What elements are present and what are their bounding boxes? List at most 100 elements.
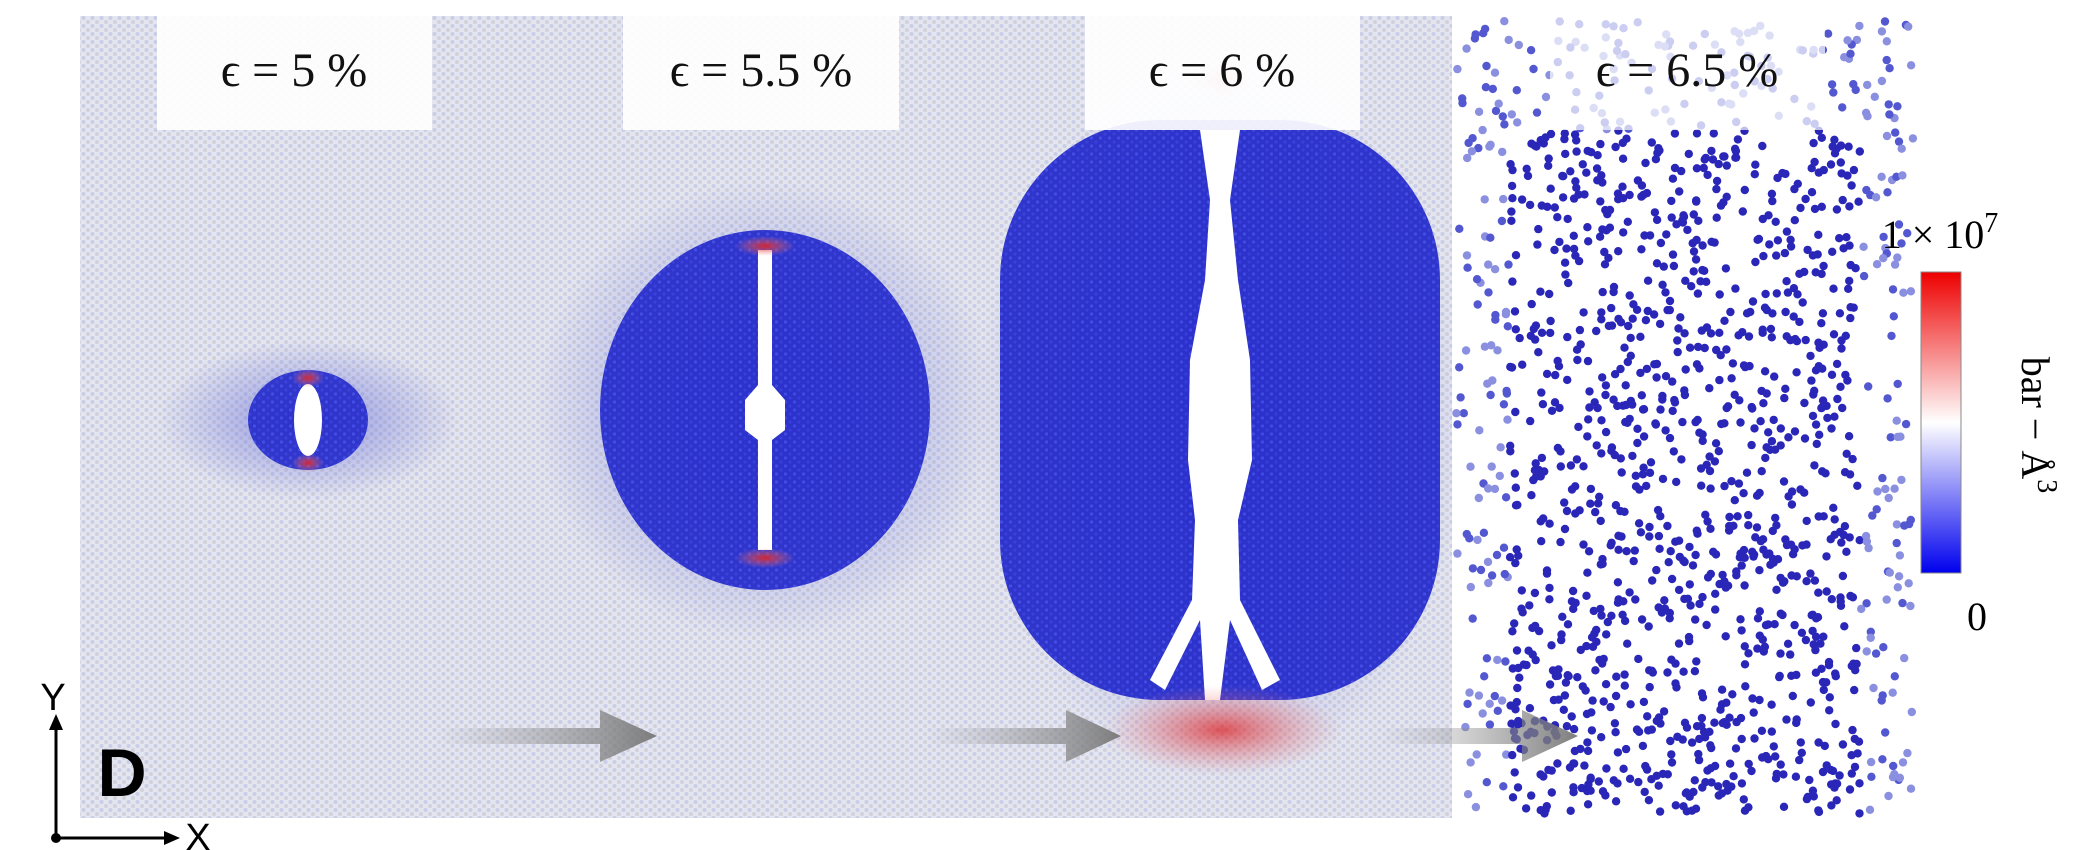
atom [1839, 740, 1847, 748]
atom [1689, 561, 1697, 569]
atom [1526, 704, 1534, 712]
atom [1842, 548, 1850, 556]
atom [1646, 231, 1654, 239]
atom [1680, 595, 1688, 603]
atom [1488, 462, 1496, 470]
atom [1484, 484, 1492, 492]
atom [1761, 304, 1769, 312]
atom [1720, 718, 1728, 726]
atom [1584, 357, 1592, 365]
atom [1577, 340, 1585, 348]
atom [1613, 402, 1621, 410]
atom [1499, 782, 1507, 790]
atom [1692, 255, 1700, 263]
atom [1726, 308, 1734, 316]
atom [1830, 531, 1838, 539]
atom [1690, 267, 1698, 275]
atom [1849, 593, 1857, 601]
atom [1803, 246, 1811, 254]
atom [1669, 250, 1677, 258]
atom [1807, 698, 1815, 706]
atom [1473, 275, 1481, 283]
atom [1579, 540, 1587, 548]
atom [1702, 621, 1710, 629]
atom [1493, 656, 1501, 664]
atom [1645, 532, 1653, 540]
atom [1543, 370, 1551, 378]
atom [1845, 202, 1853, 210]
atom [1690, 210, 1698, 218]
atom [1789, 550, 1797, 558]
atom [1909, 134, 1917, 142]
atom [1540, 467, 1548, 475]
panel-1 [80, 16, 537, 818]
atom [1586, 500, 1594, 508]
atom [1818, 365, 1826, 373]
atom [1758, 467, 1766, 475]
atom [1804, 793, 1812, 801]
atom [1722, 345, 1730, 353]
atom [1773, 289, 1781, 297]
atom [1626, 700, 1634, 708]
atom [1759, 399, 1767, 407]
atom [1498, 217, 1506, 225]
atom [1707, 238, 1715, 246]
atom [1898, 145, 1906, 153]
figure: ϵ = 5 % ϵ = 5.5 % ϵ = 6 % ϵ = 6.5 % 1 × … [0, 0, 2080, 850]
y-axis-label: Y [40, 677, 65, 719]
atom [1533, 108, 1541, 116]
atom [1842, 233, 1850, 241]
atom [1579, 462, 1587, 470]
atom [1511, 307, 1519, 315]
atom [1643, 365, 1651, 373]
atom [1809, 390, 1817, 398]
atom [1630, 557, 1638, 565]
atom [1727, 477, 1735, 485]
atom [1819, 309, 1827, 317]
atom [1823, 414, 1831, 422]
atom [1894, 583, 1902, 591]
atom [1734, 331, 1742, 339]
atom [1820, 166, 1828, 174]
atom [1600, 248, 1608, 256]
atom [1500, 17, 1508, 25]
atom [1761, 290, 1769, 298]
atom [1566, 763, 1574, 771]
atom [1597, 560, 1605, 568]
panel-letter: D [97, 735, 146, 811]
atom [1782, 715, 1790, 723]
atom [1511, 469, 1519, 477]
atom [1707, 778, 1715, 786]
atom [1462, 346, 1470, 354]
atom [1855, 738, 1863, 746]
atom [1750, 550, 1758, 558]
atom [1515, 674, 1523, 682]
atom [1645, 622, 1653, 630]
atom [1597, 308, 1605, 316]
atom [1683, 807, 1691, 815]
atom [1509, 793, 1517, 801]
atom [1592, 327, 1600, 335]
atom [1826, 693, 1834, 701]
atom [1800, 489, 1808, 497]
atom [1814, 231, 1822, 239]
atom [1583, 569, 1591, 577]
atom [1668, 758, 1676, 766]
atom [1713, 214, 1721, 222]
atom [1676, 553, 1684, 561]
atom [1512, 501, 1520, 509]
atom [1597, 517, 1605, 525]
atom [1652, 373, 1660, 381]
atom [1759, 329, 1767, 337]
atom [1720, 317, 1728, 325]
atom [1835, 771, 1843, 779]
atom [1770, 742, 1778, 750]
atom [1759, 546, 1767, 554]
atom [1821, 742, 1829, 750]
atom [1741, 682, 1749, 690]
atom [1703, 766, 1711, 774]
atom [1576, 326, 1584, 334]
atom [1619, 155, 1627, 163]
atom [1788, 500, 1796, 508]
atom [1563, 376, 1571, 384]
